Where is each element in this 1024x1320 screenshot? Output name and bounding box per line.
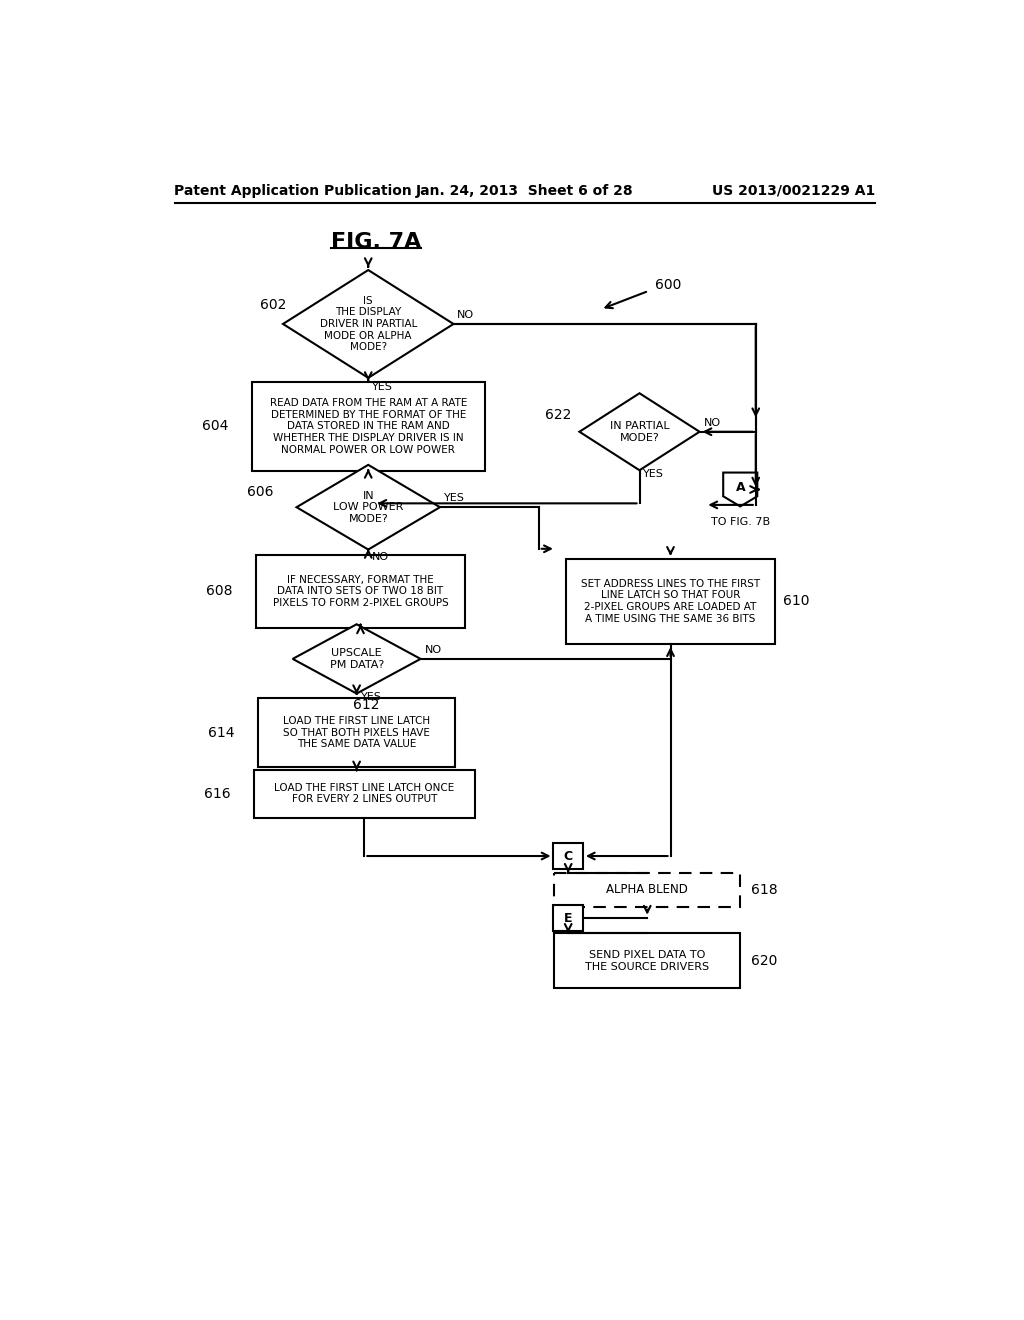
- Text: NO: NO: [372, 552, 389, 562]
- Polygon shape: [293, 624, 421, 693]
- Text: READ DATA FROM THE RAM AT A RATE
DETERMINED BY THE FORMAT OF THE
DATA STORED IN : READ DATA FROM THE RAM AT A RATE DETERMI…: [269, 399, 467, 454]
- Text: YES: YES: [443, 492, 465, 503]
- Polygon shape: [723, 473, 758, 507]
- Text: LOAD THE FIRST LINE LATCH ONCE
FOR EVERY 2 LINES OUTPUT: LOAD THE FIRST LINE LATCH ONCE FOR EVERY…: [274, 783, 455, 804]
- Text: 618: 618: [751, 883, 777, 896]
- FancyBboxPatch shape: [554, 933, 740, 989]
- Text: NO: NO: [424, 644, 441, 655]
- Text: YES: YES: [360, 693, 381, 702]
- Text: SET ADDRESS LINES TO THE FIRST
LINE LATCH SO THAT FOUR
2-PIXEL GROUPS ARE LOADED: SET ADDRESS LINES TO THE FIRST LINE LATC…: [581, 578, 760, 623]
- Text: US 2013/0021229 A1: US 2013/0021229 A1: [712, 183, 876, 198]
- Text: E: E: [564, 912, 572, 925]
- Text: 612: 612: [352, 698, 379, 711]
- Text: FIG. 7A: FIG. 7A: [331, 231, 421, 252]
- Text: 610: 610: [783, 594, 809, 609]
- FancyBboxPatch shape: [554, 906, 583, 932]
- Text: 622: 622: [546, 408, 571, 422]
- FancyBboxPatch shape: [252, 381, 484, 471]
- Text: 600: 600: [655, 279, 681, 293]
- Text: 620: 620: [751, 954, 777, 968]
- Polygon shape: [580, 393, 699, 470]
- Text: Patent Application Publication: Patent Application Publication: [174, 183, 413, 198]
- Polygon shape: [283, 271, 454, 378]
- Text: YES: YES: [643, 469, 665, 479]
- Text: IN
LOW POWER
MODE?: IN LOW POWER MODE?: [333, 491, 403, 524]
- Text: 606: 606: [247, 484, 273, 499]
- Text: IF NECESSARY, FORMAT THE
DATA INTO SETS OF TWO 18 BIT
PIXELS TO FORM 2-PIXEL GRO: IF NECESSARY, FORMAT THE DATA INTO SETS …: [272, 574, 449, 607]
- Text: A: A: [735, 482, 745, 494]
- Text: 616: 616: [204, 787, 230, 801]
- FancyBboxPatch shape: [258, 698, 456, 767]
- Text: IN PARTIAL
MODE?: IN PARTIAL MODE?: [609, 421, 670, 442]
- Text: ALPHA BLEND: ALPHA BLEND: [606, 883, 688, 896]
- FancyBboxPatch shape: [554, 873, 740, 907]
- FancyBboxPatch shape: [256, 554, 465, 628]
- Text: Jan. 24, 2013  Sheet 6 of 28: Jan. 24, 2013 Sheet 6 of 28: [416, 183, 634, 198]
- Text: LOAD THE FIRST LINE LATCH
SO THAT BOTH PIXELS HAVE
THE SAME DATA VALUE: LOAD THE FIRST LINE LATCH SO THAT BOTH P…: [283, 717, 430, 750]
- Text: 608: 608: [206, 585, 232, 598]
- FancyBboxPatch shape: [566, 558, 775, 644]
- Text: 602: 602: [260, 298, 286, 312]
- Text: IS
THE DISPLAY
DRIVER IN PARTIAL
MODE OR ALPHA
MODE?: IS THE DISPLAY DRIVER IN PARTIAL MODE OR…: [319, 296, 417, 352]
- Text: C: C: [563, 850, 572, 862]
- Text: NO: NO: [458, 310, 474, 319]
- Text: YES: YES: [372, 381, 393, 392]
- Text: TO FIG. 7B: TO FIG. 7B: [711, 517, 770, 527]
- Text: UPSCALE
PM DATA?: UPSCALE PM DATA?: [330, 648, 384, 669]
- Text: 614: 614: [208, 726, 234, 739]
- Text: 604: 604: [203, 420, 228, 433]
- Polygon shape: [297, 465, 440, 549]
- FancyBboxPatch shape: [554, 843, 583, 869]
- Text: NO: NO: [703, 417, 721, 428]
- Text: SEND PIXEL DATA TO
THE SOURCE DRIVERS: SEND PIXEL DATA TO THE SOURCE DRIVERS: [585, 950, 710, 972]
- FancyBboxPatch shape: [254, 770, 475, 817]
